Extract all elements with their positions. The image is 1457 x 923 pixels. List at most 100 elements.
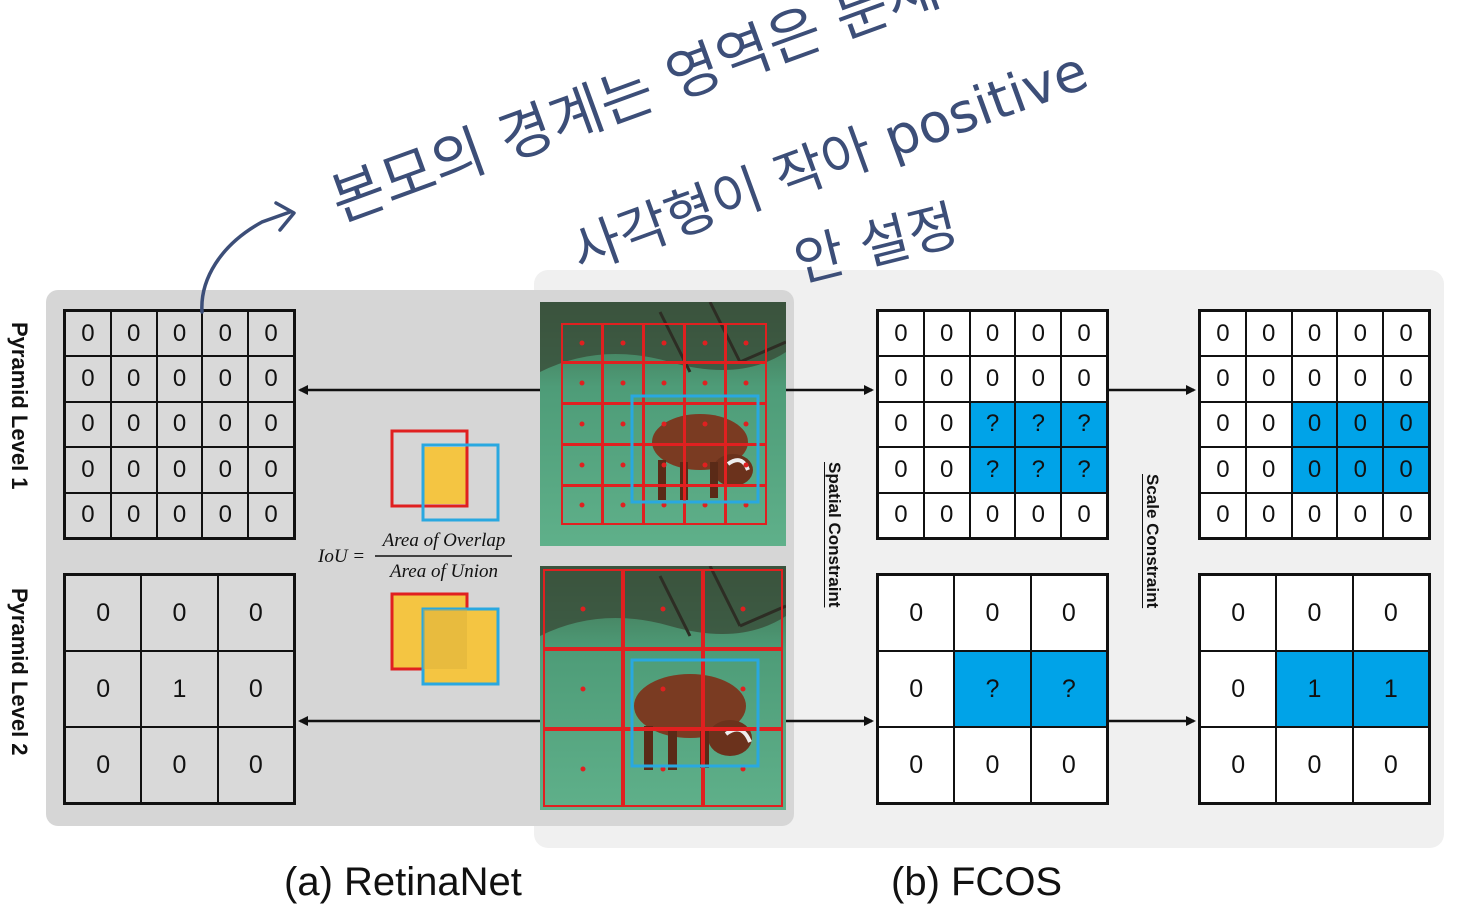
fcos-scale-level1-grid-cell: 0	[1200, 447, 1246, 493]
retinanet-level2-grid-cell: 0	[141, 727, 218, 803]
anchor-grid-level2	[543, 569, 783, 807]
fcos-spatial-level1-grid-cell: 0	[1015, 356, 1062, 402]
fcos-spatial-level1-grid-cell: 0	[923, 401, 970, 448]
fcos-spatial-level2-grid-cell: 0	[878, 727, 955, 803]
fcos-spatial-level1-grid-cell: ?	[1015, 401, 1062, 448]
retinanet-level1-grid-cell: 0	[156, 356, 203, 402]
fcos-spatial-level1-grid-cell: 0	[969, 492, 1016, 538]
retinanet-level1-grid-cell: 0	[248, 492, 294, 538]
fcos-spatial-level1-grid-cell: 0	[878, 401, 924, 448]
pyramid-level-2-label: Pyramid Level 2	[7, 588, 32, 756]
fcos-scale-level2-grid-cell: 0	[1352, 575, 1429, 651]
retinanet-level1-grid-cell: 0	[202, 311, 249, 357]
fcos-spatial-level1-grid-cell: ?	[969, 447, 1016, 493]
fcos-spatial-level1-grid-cell: 0	[1061, 492, 1107, 538]
retinanet-level1-grid-cell: 0	[65, 447, 111, 493]
fcos-spatial-level1-grid-cell: 0	[1061, 311, 1107, 357]
fcos-spatial-level2-grid: 0 0 0 0?? 0 0 0	[876, 573, 1109, 805]
anchor-grid-level1	[561, 323, 767, 525]
retinanet-level2-grid-cell: 1	[141, 651, 218, 727]
fcos-spatial-level1-grid-cell: ?	[1015, 447, 1062, 493]
retinanet-level1-grid-cell: 0	[202, 492, 249, 538]
fcos-scale-level1-grid-cell: 0	[1200, 401, 1246, 448]
retinanet-level2-grid-cell: 0	[217, 651, 294, 727]
retinanet-level1-grid-cell: 0	[156, 447, 203, 493]
fcos-scale-level1-grid-cell: 0	[1337, 447, 1384, 493]
retinanet-level2-grid-cell: 0	[65, 727, 142, 803]
fcos-scale-level1-grid-cell: 0	[1337, 311, 1384, 357]
fcos-scale-level1-grid-cell: 0	[1383, 311, 1429, 357]
fcos-scale-level1-grid-cell: 0	[1245, 492, 1292, 538]
iou-formula-denominator: Area of Union	[389, 561, 498, 582]
fcos-scale-level1-grid-cell: 0	[1245, 447, 1292, 493]
fcos-scale-level1-grid-cell: 0	[1383, 356, 1429, 402]
fcos-scale-level1-grid-cell: 0	[1337, 401, 1384, 448]
fcos-scale-level1-grid-cell: 0	[1383, 492, 1429, 538]
fcos-spatial-level2-grid-cell: 0	[954, 575, 1031, 651]
ground-truth-box-level2	[630, 658, 760, 768]
fcos-scale-level2-grid-cell: 0	[1200, 651, 1277, 727]
retinanet-level1-grid-cell: 0	[110, 401, 157, 448]
fcos-spatial-level1-grid-cell: 0	[969, 356, 1016, 402]
fcos-spatial-level1-grid-cell: ?	[1061, 447, 1107, 493]
flow-arrows	[298, 385, 1196, 726]
fcos-scale-level2-grid-cell: 0	[1200, 727, 1277, 803]
fcos-spatial-level2-grid-cell: 0	[878, 575, 955, 651]
fcos-spatial-level1-grid: 0 0 0 0 0 0 0 0 0 0 0 0??? 0 0??? 0 0 0 0 0	[876, 309, 1109, 540]
iou-formula-numerator: Area of Overlap	[382, 530, 506, 551]
fcos-spatial-level2-grid-cell: 0	[1030, 727, 1107, 803]
fcos-scale-level2-grid-cell: 0	[1352, 727, 1429, 803]
retinanet-level1-grid-cell: 0	[248, 401, 294, 448]
retinanet-level1-grid-cell: 0	[110, 311, 157, 357]
retinanet-level1-grid-cell: 0	[110, 447, 157, 493]
fcos-spatial-level1-grid-cell: 0	[878, 311, 924, 357]
fcos-scale-level1-grid-cell: 0	[1291, 447, 1338, 493]
fcos-spatial-level1-grid-cell: 0	[1015, 311, 1062, 357]
retinanet-level2-grid-cell: 0	[217, 727, 294, 803]
fcos-scale-level2-grid-cell: 0	[1200, 575, 1277, 651]
fcos-scale-level1-grid-cell: 0	[1245, 401, 1292, 448]
spatial-constraint-label: Spatial Constraint	[825, 462, 844, 608]
fcos-scale-level1-grid-cell: 0	[1383, 447, 1429, 493]
fcos-scale-level1-grid-cell: 0	[1291, 311, 1338, 357]
retinanet-level1-grid-cell: 0	[110, 492, 157, 538]
iou-low-overlap-icon	[390, 429, 500, 522]
fcos-scale-level1-grid-cell: 0	[1337, 492, 1384, 538]
retinanet-level1-grid-cell: 0	[156, 492, 203, 538]
fcos-scale-level1-grid-cell: 0	[1383, 401, 1429, 448]
retinanet-caption: (a) RetinaNet	[284, 860, 522, 904]
ground-truth-box-level1	[630, 394, 760, 504]
fcos-spatial-level1-grid-cell: ?	[969, 401, 1016, 448]
fcos-spatial-level2-grid-cell: 0	[954, 727, 1031, 803]
fcos-scale-level1-grid-cell: 0	[1200, 311, 1246, 357]
retinanet-level2-grid-cell: 0	[217, 575, 294, 651]
retinanet-level1-grid-cell: 0	[65, 401, 111, 448]
fcos-spatial-level1-grid-cell: 0	[923, 311, 970, 357]
fcos-scale-level2-grid-cell: 0	[1276, 575, 1353, 651]
retinanet-level1-grid-cell: 0	[202, 356, 249, 402]
fcos-scale-level1-grid-cell: 0	[1291, 492, 1338, 538]
fcos-spatial-level1-grid-cell: 0	[923, 492, 970, 538]
fcos-spatial-level1-grid-cell: 0	[923, 356, 970, 402]
iou-formula-lhs: IoU =	[318, 546, 366, 567]
retinanet-level1-grid-cell: 0	[65, 356, 111, 402]
fcos-spatial-level1-grid-cell: 0	[1015, 492, 1062, 538]
fcos-scale-level1-grid-cell: 0	[1245, 311, 1292, 357]
retinanet-level1-grid-cell: 0	[65, 311, 111, 357]
retinanet-level2-grid-cell: 0	[65, 575, 142, 651]
retinanet-level2-grid-cell: 0	[141, 575, 218, 651]
retinanet-level2-grid-cell: 0	[65, 651, 142, 727]
fcos-scale-level1-grid-cell: 0	[1245, 356, 1292, 402]
handwritten-note-line3: 안 설정	[788, 193, 965, 294]
fcos-scale-level2-grid-cell: 0	[1276, 727, 1353, 803]
retinanet-level1-grid-cell: 0	[202, 401, 249, 448]
retinanet-level1-grid-cell: 0	[156, 311, 203, 357]
fcos-spatial-level2-grid-cell: ?	[954, 651, 1031, 727]
scale-constraint-label: Scale Constraint	[1143, 474, 1162, 609]
fcos-spatial-level1-grid-cell: 0	[969, 311, 1016, 357]
